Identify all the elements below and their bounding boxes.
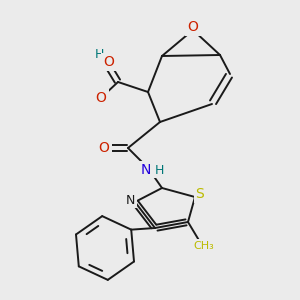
Text: O: O bbox=[188, 20, 198, 34]
Text: O: O bbox=[103, 55, 114, 69]
Text: N: N bbox=[125, 194, 135, 206]
Text: S: S bbox=[196, 187, 204, 201]
Text: CH₃: CH₃ bbox=[194, 241, 214, 251]
Text: O: O bbox=[99, 141, 110, 155]
Text: O: O bbox=[96, 91, 106, 105]
Text: N: N bbox=[141, 163, 151, 177]
Text: H: H bbox=[94, 47, 104, 61]
Text: H: H bbox=[154, 164, 164, 176]
